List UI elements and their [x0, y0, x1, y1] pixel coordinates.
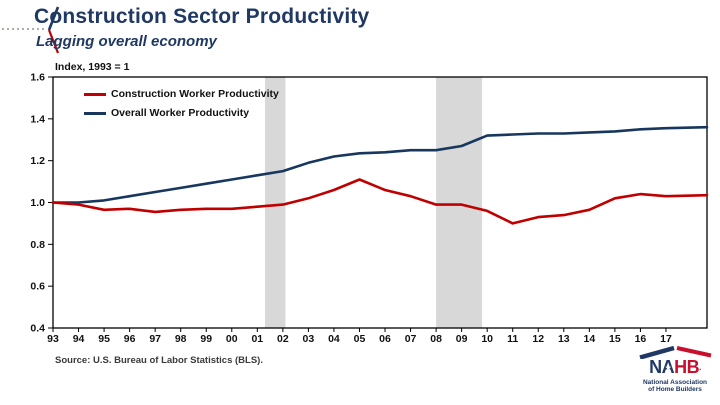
- legend-item-construction: Construction Worker Productivity: [84, 88, 279, 100]
- x-tick-label: 12: [532, 333, 544, 345]
- y-tick-label: 1.6: [30, 72, 45, 84]
- x-tick-label: 93: [47, 333, 59, 345]
- y-tick-label: 0.4: [30, 323, 45, 335]
- x-tick-label: 96: [124, 333, 136, 345]
- x-tick-label: 10: [481, 333, 493, 345]
- x-tick-label: 98: [175, 333, 187, 345]
- x-tick-label: 16: [635, 333, 647, 345]
- x-tick-label: 94: [73, 333, 85, 345]
- y-tick-label: 1.0: [30, 197, 45, 209]
- x-tick-label: 00: [226, 333, 238, 345]
- nahb-hb-letters: HB: [674, 357, 700, 377]
- x-tick-label: 11: [507, 333, 518, 345]
- recession-band: [436, 77, 483, 328]
- nahb-roof-icon: [639, 345, 712, 359]
- chart-legend: Construction Worker Productivity Overall…: [84, 88, 279, 126]
- x-tick-label: 97: [149, 333, 161, 345]
- x-tick-label: 13: [558, 333, 570, 345]
- nahb-na-letters: NA: [649, 357, 675, 377]
- roof-right-slope: [676, 346, 712, 358]
- tagline-line1: National Association: [642, 379, 708, 386]
- roof-left-slope: [639, 345, 675, 359]
- source-note: Source: U.S. Bureau of Labor Statistics …: [55, 355, 263, 366]
- construction-line-swatch: [84, 92, 106, 96]
- legend-label-construction: Construction Worker Productivity: [111, 88, 279, 100]
- x-tick-label: 99: [200, 333, 212, 345]
- x-tick-label: 08: [430, 333, 442, 345]
- y-tick-label: 0.6: [30, 281, 45, 293]
- nahb-wordmark: NAHB. ★: [649, 357, 701, 377]
- recession-band: [264, 77, 286, 328]
- legend-item-overall: Overall Worker Productivity: [84, 107, 279, 119]
- x-tick-label: 15: [609, 333, 621, 345]
- construction-productivity-line: [51, 178, 709, 225]
- overall-line-swatch: [84, 111, 106, 115]
- page-title: Construction Sector Productivity: [34, 5, 370, 28]
- y-tick-label: 1.2: [30, 155, 45, 167]
- x-tick-label: 01: [251, 333, 263, 345]
- nahb-logo: NAHB. ★ National Association of Home Buil…: [633, 345, 717, 393]
- legend-label-overall: Overall Worker Productivity: [111, 107, 250, 119]
- registered-mark: .: [699, 363, 701, 372]
- x-tick-label: 02: [277, 333, 289, 345]
- x-tick-label: 14: [583, 333, 595, 345]
- red-slash: [47, 29, 60, 54]
- navy-slash: [47, 6, 60, 31]
- y-tick-label: 0.8: [30, 239, 45, 251]
- tagline-line2: of Home Builders: [648, 386, 702, 393]
- x-tick-label: 17: [660, 333, 672, 345]
- x-tick-label: 03: [303, 333, 315, 345]
- x-tick-label: 05: [354, 333, 366, 345]
- nahb-tagline: National Association of Home Builders: [633, 379, 717, 393]
- x-tick-label: 06: [379, 333, 391, 345]
- page-subtitle: Lagging overall economy: [36, 33, 217, 50]
- overall-productivity-line: [51, 125, 709, 204]
- y-axis-unit-label: Index, 1993 = 1: [55, 61, 130, 73]
- header-accent-mark: [2, 6, 60, 54]
- x-tick-label: 09: [456, 333, 468, 345]
- x-tick-label: 07: [405, 333, 417, 345]
- x-tick-label: 95: [98, 333, 110, 345]
- y-tick-label: 1.4: [30, 113, 45, 125]
- x-tick-label: 04: [328, 333, 340, 345]
